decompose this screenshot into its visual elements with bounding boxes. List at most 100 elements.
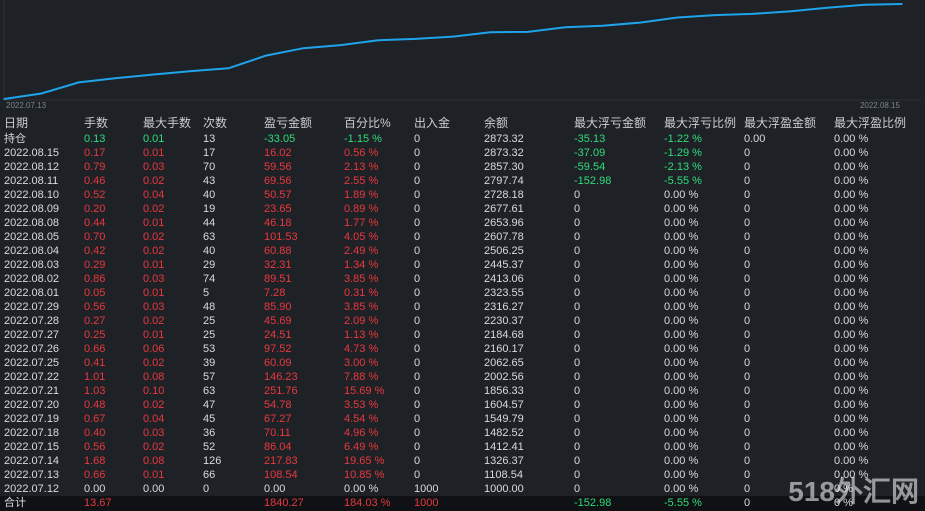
cell-lots: 0.56 bbox=[84, 441, 106, 453]
cell-max-float-loss-pct: 0.00 % bbox=[664, 315, 699, 327]
cell-max-float-profit: 0 bbox=[744, 357, 751, 369]
cell-deposit: 0 bbox=[414, 385, 421, 397]
cell-percent: 3.00 % bbox=[344, 357, 379, 369]
cell-count: 43 bbox=[203, 175, 216, 187]
cell-count: 53 bbox=[203, 343, 216, 355]
table-row: 2022.07.28 0.27 0.02 25 45.69 2.09 % 0 2230.37 0… bbox=[0, 314, 925, 328]
cell-max-float-loss: -152.98 bbox=[574, 497, 612, 509]
cell-max-float-profit-pct: 0.00 % bbox=[834, 385, 869, 397]
cell-lots: 0.56 bbox=[84, 301, 106, 313]
cell-date: 2022.07.13 bbox=[4, 469, 60, 481]
cell-max-lots: 0.02 bbox=[143, 357, 165, 369]
cell-balance: 2002.56 bbox=[484, 371, 524, 383]
cell-balance: 2857.30 bbox=[484, 161, 524, 173]
cell-percent: 2.49 % bbox=[344, 245, 379, 257]
cell-max-float-loss: 0 bbox=[574, 189, 581, 201]
cell-lots: 0.27 bbox=[84, 315, 106, 327]
cell-max-float-profit: 0 bbox=[744, 231, 751, 243]
equity-line bbox=[3, 3, 903, 100]
table-row: 2022.07.14 1.68 0.08 126 217.83 19.65 % 0 1326.… bbox=[0, 454, 925, 468]
cell-max-float-loss-pct: 0.00 % bbox=[664, 273, 699, 285]
cell-max-float-loss: 0 bbox=[574, 273, 581, 285]
cell-count: 45 bbox=[203, 413, 216, 425]
equity-point bbox=[302, 47, 305, 49]
cell-max-float-profit-pct: 0.00 % bbox=[834, 455, 869, 467]
cell-max-float-profit-pct: 0.00 % bbox=[834, 441, 869, 453]
cell-max-float-loss-pct: 0.00 % bbox=[664, 357, 699, 369]
table-row: 2022.08.11 0.46 0.02 43 69.56 2.55 % 0 2797.74 -… bbox=[0, 174, 925, 188]
cell-lots: 1.01 bbox=[84, 371, 106, 383]
cell-date: 2022.08.03 bbox=[4, 259, 60, 271]
cell-deposit: 0 bbox=[414, 175, 421, 187]
cell-count: 48 bbox=[203, 301, 216, 313]
cell-deposit: 0 bbox=[414, 203, 421, 215]
cell-pnl-amount: 60.88 bbox=[264, 245, 292, 257]
cell-pnl-amount: 1840.27 bbox=[264, 497, 304, 509]
table-row: 2022.07.18 0.40 0.03 36 70.11 4.96 % 0 1482.52 0… bbox=[0, 426, 925, 440]
cell-max-float-loss-pct: -1.29 % bbox=[664, 147, 702, 159]
cell-max-float-loss-pct: -1.22 % bbox=[664, 133, 702, 145]
cell-max-float-loss-pct: 0.00 % bbox=[664, 343, 699, 355]
cell-max-float-loss: 0 bbox=[574, 413, 581, 425]
cell-lots: 0.40 bbox=[84, 427, 106, 439]
cell-max-float-loss: 0 bbox=[574, 231, 581, 243]
cell-max-float-profit-pct: 0.00 % bbox=[834, 203, 869, 215]
cell-date: 2022.08.12 bbox=[4, 161, 60, 173]
equity-point bbox=[564, 26, 567, 29]
cell-count: 25 bbox=[203, 329, 216, 341]
cell-max-float-profit-pct: 0.00 % bbox=[834, 273, 869, 285]
cell-max-float-profit: 0 bbox=[744, 301, 751, 313]
cell-max-float-profit: 0 bbox=[744, 259, 751, 271]
table-row: 2022.07.29 0.56 0.03 48 85.90 3.85 % 0 2316.27 0… bbox=[0, 300, 925, 314]
cell-max-float-profit: 0 bbox=[744, 161, 751, 173]
cell-deposit: 0 bbox=[414, 147, 421, 159]
cell-percent: -1.15 % bbox=[344, 133, 382, 145]
equity-point bbox=[227, 67, 230, 70]
cell-balance: 2506.25 bbox=[484, 245, 524, 257]
header-max-float-loss: 最大浮亏金额 bbox=[574, 116, 647, 130]
cell-date: 合计 bbox=[4, 497, 26, 509]
cell-percent: 1.34 % bbox=[344, 259, 379, 271]
cell-date: 持仓 bbox=[4, 133, 26, 145]
cell-percent: 2.09 % bbox=[344, 315, 379, 327]
cell-deposit: 0 bbox=[414, 455, 421, 467]
cell-count: 40 bbox=[203, 245, 216, 257]
cell-lots: 0.79 bbox=[84, 161, 106, 173]
cell-count: 13 bbox=[203, 133, 216, 145]
cell-percent: 1.13 % bbox=[344, 329, 379, 341]
cell-balance: 2230.37 bbox=[484, 315, 524, 327]
cell-max-float-profit-pct: 0.00 % bbox=[834, 315, 869, 327]
cell-max-float-profit: 0 bbox=[744, 469, 751, 481]
cell-percent: 1.77 % bbox=[344, 217, 379, 229]
cell-percent: 4.96 % bbox=[344, 427, 379, 439]
cell-max-float-loss: -59.54 bbox=[574, 161, 606, 173]
cell-max-float-loss-pct: 0.00 % bbox=[664, 427, 699, 439]
cell-max-lots: 0.02 bbox=[143, 231, 165, 243]
cell-date: 2022.07.18 bbox=[4, 427, 60, 439]
cell-percent: 0.31 % bbox=[344, 287, 379, 299]
cell-pnl-amount: 146.23 bbox=[264, 371, 298, 383]
header-max-float-profit-pct: 最大浮盈比例 bbox=[834, 116, 907, 130]
table-row: 2022.07.21 1.03 0.10 63 251.76 15.69 % 0 1856.3… bbox=[0, 384, 925, 398]
cell-max-float-profit: 0 bbox=[744, 245, 751, 257]
cell-balance: 2728.18 bbox=[484, 189, 524, 201]
cell-max-float-loss-pct: 0.00 % bbox=[664, 413, 699, 425]
cell-max-float-profit-pct: 0.00 % bbox=[834, 371, 869, 383]
cell-date: 2022.07.14 bbox=[4, 455, 60, 467]
chart-start-date: 2022.07.13 bbox=[6, 101, 47, 110]
cell-deposit: 0 bbox=[414, 301, 421, 313]
cell-balance: 1108.54 bbox=[484, 469, 523, 481]
cell-balance: 1000.00 bbox=[484, 483, 524, 495]
cell-max-float-profit: 0 bbox=[744, 413, 751, 425]
cell-balance: 2184.68 bbox=[484, 329, 524, 341]
table-row: 2022.08.02 0.86 0.03 74 89.51 3.85 % 0 2413.06 0… bbox=[0, 272, 925, 286]
equity-chart bbox=[3, 0, 921, 101]
equity-point bbox=[452, 35, 454, 38]
cell-percent: 1.89 % bbox=[344, 189, 379, 201]
cell-deposit: 0 bbox=[414, 357, 421, 369]
cell-balance: 1482.52 bbox=[484, 427, 524, 439]
cell-max-float-profit-pct: 0.00 % bbox=[834, 161, 869, 173]
cell-deposit: 0 bbox=[414, 427, 421, 439]
cell-balance: 2677.61 bbox=[484, 203, 524, 215]
cell-max-float-loss-pct: -2.13 % bbox=[664, 161, 702, 173]
